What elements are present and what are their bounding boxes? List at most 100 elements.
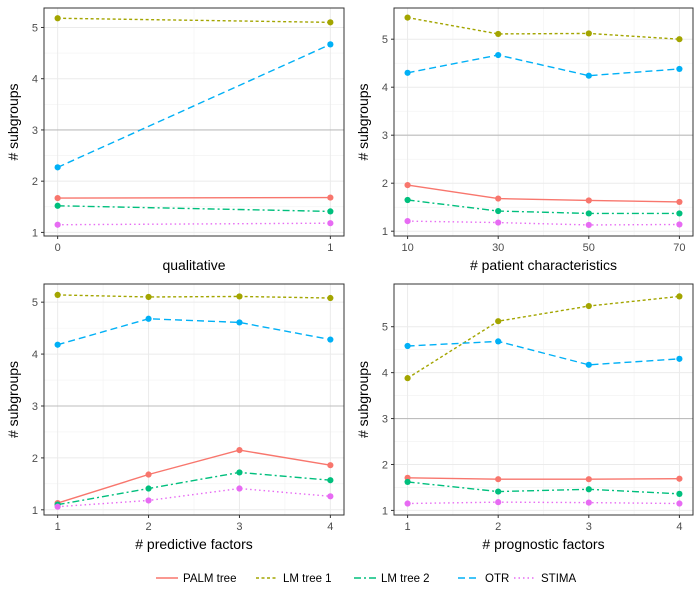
data-point-lm-tree-1 (495, 318, 502, 325)
y-tick-label: 4 (32, 349, 38, 361)
data-point-otr (495, 338, 502, 345)
legend-item-lm-tree-1: LM tree 1 (256, 573, 332, 585)
data-point-stima (404, 500, 411, 507)
y-tick-label: 5 (32, 297, 38, 309)
data-point-palm-tree (236, 447, 243, 454)
data-point-otr (327, 41, 334, 48)
series-line-lm-tree-2 (57, 471, 331, 506)
series-line-lm-tree-1 (407, 295, 680, 379)
data-point-lm-tree-2 (404, 196, 411, 204)
panel-1: 1 2 3 4 5 0 1 qualitative # subgroups (5, 7, 345, 273)
series-stima (54, 485, 334, 510)
series-line-palm-tree (407, 184, 680, 203)
data-point-lm-tree-1 (327, 19, 334, 26)
series-line-otr (407, 340, 680, 366)
y-tick-label: 5 (32, 22, 38, 34)
series-lm-tree-2 (404, 478, 683, 497)
y-tick-label: 1 (382, 505, 388, 517)
data-point-stima (54, 221, 61, 228)
data-point-lm-tree-2 (676, 210, 683, 217)
data-point-otr (676, 355, 683, 362)
series-line-palm-tree (57, 196, 331, 199)
x-tick-label: 2 (495, 521, 501, 533)
data-point-palm-tree (585, 197, 592, 204)
data-point-otr (54, 341, 61, 348)
data-point-lm-tree-1 (676, 36, 683, 43)
x-axis-title: qualitative (162, 257, 225, 273)
data-point-otr (54, 164, 61, 171)
data-point-stima (327, 493, 334, 500)
data-point-stima (145, 497, 152, 504)
legend-label-stima: STIMA (541, 573, 576, 585)
x-tick-label: 1 (55, 521, 61, 533)
data-point-stima (404, 218, 411, 225)
y-tick-label: 2 (32, 453, 38, 465)
series-otr (54, 41, 334, 171)
data-point-palm-tree (676, 198, 683, 206)
series-line-lm-tree-1 (57, 294, 331, 299)
y-tick-label: 5 (382, 34, 388, 46)
x-tick-label: 0 (55, 242, 61, 254)
data-point-otr (327, 336, 334, 343)
series-line-stima (57, 487, 331, 508)
data-point-lm-tree-1 (585, 30, 592, 37)
x-axis-title: # prognostic factors (482, 536, 604, 552)
data-point-palm-tree (495, 195, 502, 202)
series-lm-tree-1 (54, 291, 334, 302)
y-axis-title: # subgroups (355, 83, 371, 160)
y-tick-label: 3 (32, 401, 38, 413)
series-stima (404, 499, 683, 507)
x-axis-title: # patient characteristics (470, 257, 617, 273)
x-tick-label: 1 (327, 242, 333, 254)
legend-item-otr: OTR (458, 573, 509, 585)
data-point-otr (676, 65, 683, 73)
data-point-palm-tree (585, 476, 592, 483)
series-lm-tree-2 (54, 469, 334, 508)
x-tick-label: 4 (327, 521, 333, 533)
panel-border (393, 7, 694, 237)
data-point-lm-tree-2 (327, 208, 334, 215)
data-point-otr (404, 342, 411, 350)
series-stima (54, 220, 334, 228)
series-line-lm-tree-1 (407, 16, 680, 40)
data-point-palm-tree (145, 471, 152, 478)
series-line-otr (407, 54, 680, 77)
data-point-lm-tree-1 (236, 293, 243, 300)
legend: PALM tree LM tree 1 LM tree 2 OTR STIMA (156, 573, 576, 585)
data-point-otr (585, 72, 592, 79)
legend-label-lm-tree-1: LM tree 1 (283, 573, 332, 585)
legend-label-palm-tree: PALM tree (183, 573, 236, 585)
data-point-lm-tree-1 (327, 294, 334, 302)
data-point-lm-tree-1 (495, 30, 502, 38)
data-point-palm-tree (327, 194, 334, 201)
y-tick-label: 1 (32, 227, 38, 239)
data-point-lm-tree-2 (495, 207, 502, 215)
data-point-lm-tree-2 (236, 469, 243, 476)
series-line-otr (57, 43, 331, 168)
panel-border (43, 283, 345, 516)
data-point-lm-tree-1 (404, 375, 411, 382)
legend-item-palm-tree: PALM tree (156, 573, 236, 585)
data-point-palm-tree (495, 476, 502, 483)
series-line-lm-tree-2 (57, 205, 331, 213)
data-point-lm-tree-1 (145, 293, 152, 301)
data-point-otr (236, 319, 243, 326)
data-point-otr (585, 361, 592, 368)
y-tick-label: 4 (32, 74, 38, 86)
panel-border (43, 7, 345, 237)
x-tick-label: 1 (405, 521, 411, 533)
x-tick-label: 30 (492, 242, 504, 254)
legend-label-lm-tree-2: LM tree 2 (381, 573, 430, 585)
data-point-stima (585, 221, 592, 229)
y-axis-title: # subgroups (5, 83, 21, 160)
data-point-lm-tree-1 (676, 293, 683, 300)
y-axis-title: # subgroups (355, 361, 371, 438)
x-tick-label: 4 (676, 521, 682, 533)
y-tick-label: 3 (32, 125, 38, 137)
series-otr (404, 51, 683, 79)
data-point-lm-tree-2 (327, 477, 334, 484)
y-tick-label: 1 (32, 505, 38, 517)
series-lm-tree-2 (404, 196, 683, 217)
series-line-stima (407, 220, 680, 226)
series-lm-tree-2 (54, 202, 334, 215)
